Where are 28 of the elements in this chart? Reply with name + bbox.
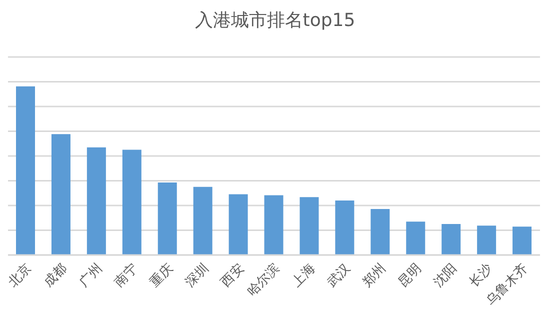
bar: [512, 226, 532, 255]
bar: [122, 150, 142, 255]
bar: [86, 147, 106, 255]
bar: [264, 195, 284, 255]
x-tick-label: 沈阳: [431, 261, 460, 290]
chart-title: 入港城市排名top15: [194, 9, 356, 32]
bar: [193, 186, 212, 255]
x-tick-label: 北京: [6, 261, 35, 290]
x-tick-label: 武汉: [324, 261, 354, 290]
bar: [228, 194, 248, 255]
x-tick-label: 上海: [289, 261, 318, 290]
bar: [300, 197, 319, 255]
bar: [477, 226, 496, 255]
x-tick-label: 重庆: [147, 261, 176, 290]
bar: [16, 86, 35, 255]
x-tick-label: 长沙: [466, 261, 496, 290]
bar: [51, 134, 70, 255]
x-tick-label: 南宁: [111, 260, 141, 290]
bar: [158, 182, 177, 255]
bar: [442, 224, 461, 255]
bar: [335, 200, 354, 255]
bar: [370, 208, 390, 255]
x-tick-label: 昆明: [396, 261, 425, 290]
x-tick-label: 成都: [41, 261, 70, 290]
bar: [406, 222, 426, 255]
x-tick-label: 深圳: [182, 261, 212, 290]
x-tick-label: 郑州: [360, 261, 390, 290]
x-tick-label: 广州: [76, 261, 106, 290]
